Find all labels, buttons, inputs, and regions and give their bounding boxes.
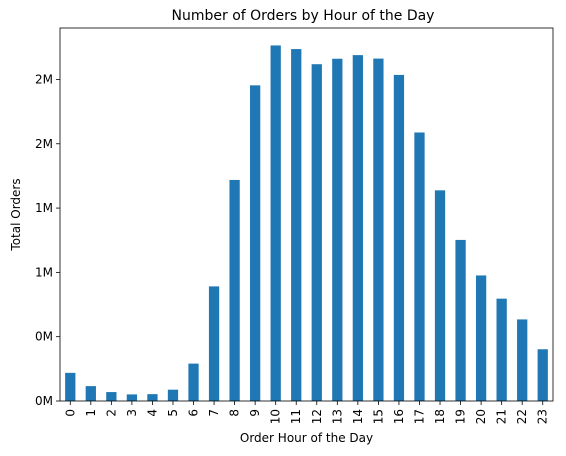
x-tick-label: 16 [392,409,406,424]
x-tick-label: 1 [84,409,98,417]
bar-hour-22 [517,319,528,401]
y-tick-label: 0M [35,394,53,408]
bar-hour-5 [167,389,179,401]
bar-hour-20 [475,275,487,401]
bar-hour-14 [352,55,363,402]
x-tick-label: 20 [474,409,488,424]
x-tick-label: 18 [433,409,447,424]
bar-hour-19 [455,239,466,401]
bar-hour-16 [393,74,405,402]
bar-hour-7 [208,286,220,401]
x-tick-label: 9 [248,409,262,417]
x-tick-label: 19 [454,409,468,424]
x-tick-label: 6 [187,409,201,417]
bar-hour-15 [373,58,384,402]
bar-hour-9 [250,85,261,401]
bar-hour-13 [332,58,343,401]
bar-hour-17 [414,132,425,401]
x-tick-label: 22 [515,409,529,424]
y-tick-label: 0M [35,330,53,344]
x-tick-label: 8 [228,409,242,417]
x-tick-label: 0 [63,409,77,417]
x-tick-label: 4 [145,409,159,417]
bar-hour-2 [106,392,117,401]
x-tick-label: 13 [330,409,344,424]
y-tick-label: 1M [35,201,53,215]
x-tick-label: 14 [351,409,365,424]
bar-hour-10 [270,45,281,401]
x-tick-label: 5 [166,409,180,417]
bars-group [65,45,548,402]
x-tick-label: 11 [289,409,303,424]
plot-frame [59,27,554,402]
x-tick-label: 10 [269,409,283,424]
bar-hour-4 [147,394,158,401]
chart-title: Number of Orders by Hour of the Day [172,8,435,24]
x-tick-label: 23 [536,409,550,424]
bar-hour-21 [496,298,507,401]
bar-hour-0 [65,372,76,401]
x-tick-label: 21 [495,409,509,424]
x-tick-label: 7 [207,409,221,417]
x-axis-label: Order Hour of the Day [240,431,373,445]
y-axis: 0M 0M 1M 1M 2M 2M [35,72,60,408]
bar-hour-1 [85,386,96,401]
bar-hour-23 [537,349,548,401]
x-tick-label: 12 [310,409,324,424]
x-tick-label: 3 [125,409,139,417]
y-tick-label: 2M [35,72,53,86]
y-tick-label: 1M [35,265,53,279]
bar-hour-18 [434,190,446,401]
bar-hour-12 [311,64,322,401]
x-tick-label: 15 [371,409,385,424]
x-tick-label: 17 [412,409,426,424]
y-axis-label: Total Orders [9,178,23,251]
bar-hour-8 [229,179,240,401]
bar-hour-6 [188,363,199,401]
y-tick-label: 2M [35,137,53,151]
bar-hour-11 [291,49,302,402]
x-tick-label: 2 [104,409,118,417]
x-axis: 0 1 2 3 4 5 6 7 8 9 10 11 12 13 14 15 16 17 18 19 20 21 22 23 [63,401,550,424]
bar-hour-3 [126,394,138,401]
